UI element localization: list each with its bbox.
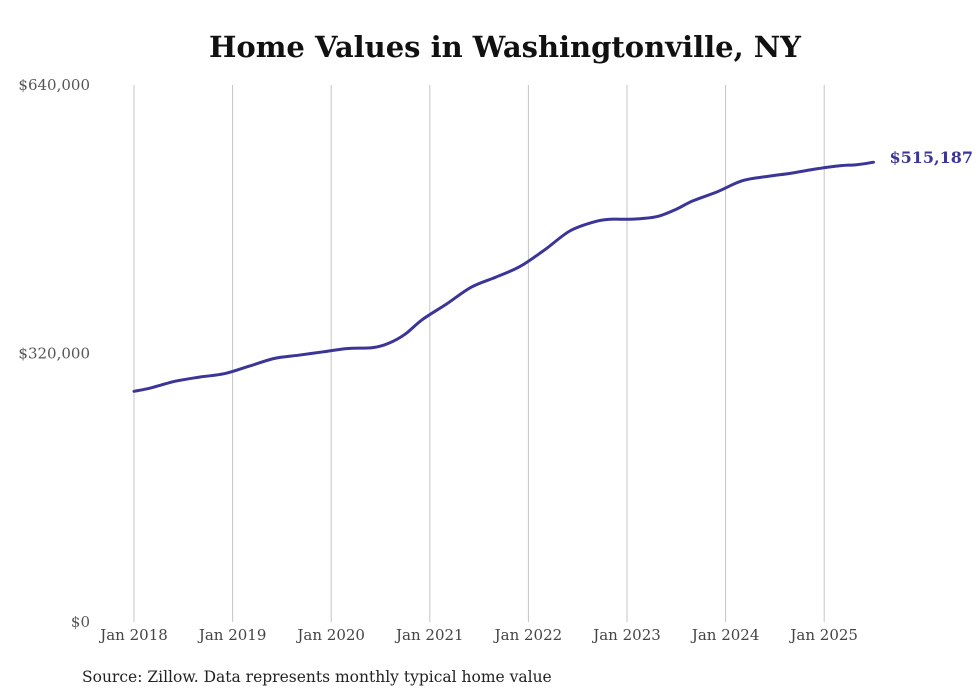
end-value-label: $515,187	[890, 148, 974, 167]
series-line-0	[132, 160, 875, 393]
x-tick-label-6: Jan 2024	[690, 626, 760, 644]
y-axis-tick-labels: $0 $320,000 $640,000	[18, 76, 90, 631]
source-note: Source: Zillow. Data represents monthly …	[82, 668, 552, 686]
x-tick-label-5: Jan 2023	[591, 626, 661, 644]
x-tick-label-2: Jan 2020	[295, 626, 365, 644]
y-tick-label-2: $640,000	[18, 76, 90, 94]
y-tick-label-0: $0	[71, 613, 90, 631]
x-axis-tick-labels: Jan 2018 Jan 2019 Jan 2020 Jan 2021 Jan 2022…	[98, 626, 858, 644]
series-lines	[132, 160, 875, 393]
x-tick-label-1: Jan 2019	[197, 626, 267, 644]
vertical-gridlines	[133, 85, 825, 622]
x-tick-label-4: Jan 2022	[493, 626, 563, 644]
x-tick-label-0: Jan 2018	[98, 626, 168, 644]
chart-title: Home Values in Washingtonville, NY	[209, 30, 801, 64]
x-tick-label-3: Jan 2021	[394, 626, 464, 644]
y-tick-label-1: $320,000	[18, 345, 90, 363]
x-tick-label-7: Jan 2025	[788, 626, 858, 644]
annotations: $515,187	[890, 148, 974, 167]
